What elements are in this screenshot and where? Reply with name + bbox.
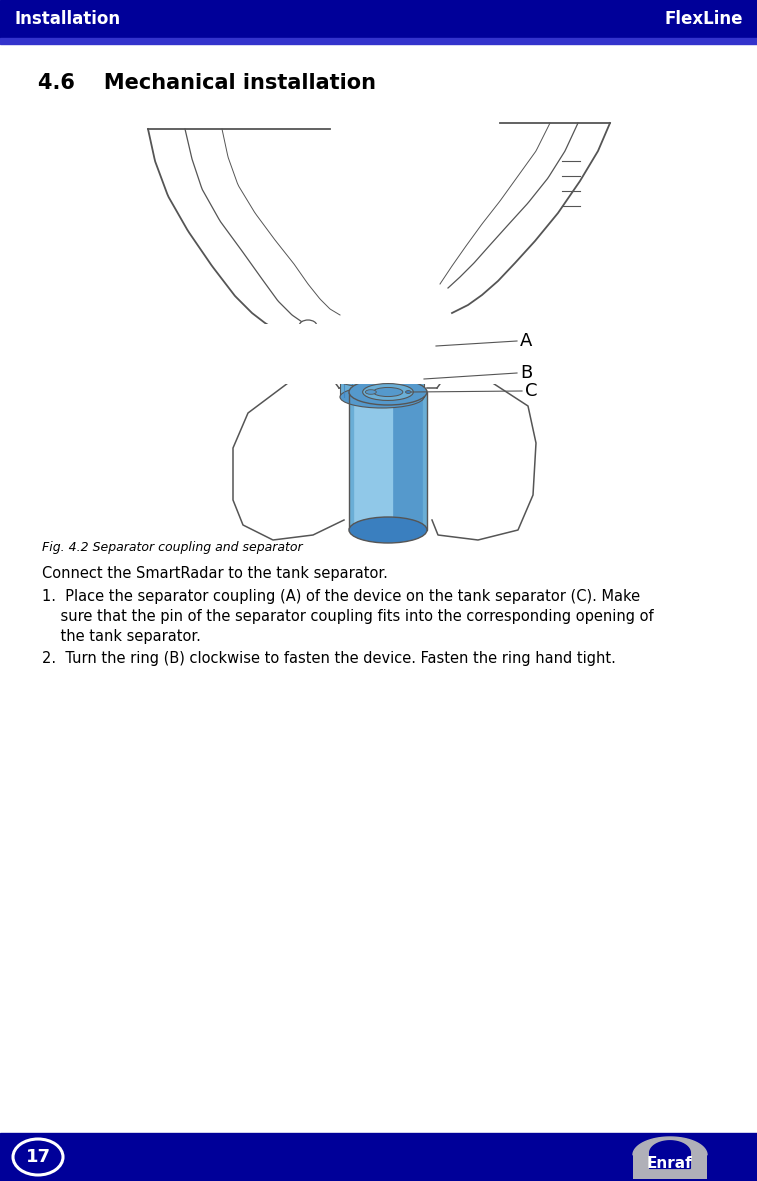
Bar: [349, 392, 427, 530]
Ellipse shape: [363, 384, 413, 400]
Text: 17: 17: [26, 1148, 51, 1166]
Bar: [0, 38, 757, 44]
Text: 1.  Place the separator coupling (A) of the device on the tank separator (C). Ma: 1. Place the separator coupling (A) of t…: [42, 589, 640, 603]
Bar: [130, 324, 502, 384]
Ellipse shape: [299, 320, 317, 332]
Text: Fig. 4.2 Separator coupling and separator: Fig. 4.2 Separator coupling and separato…: [42, 541, 303, 554]
Ellipse shape: [349, 379, 427, 405]
Polygon shape: [633, 1137, 707, 1155]
Bar: [343, 348, 441, 370]
Text: A: A: [520, 332, 532, 350]
Ellipse shape: [366, 390, 376, 394]
Polygon shape: [633, 1155, 707, 1179]
Ellipse shape: [340, 386, 424, 407]
Text: sure that the pin of the separator coupling fits into the corresponding opening : sure that the pin of the separator coupl…: [42, 609, 653, 624]
Ellipse shape: [349, 517, 427, 543]
Text: the tank separator.: the tank separator.: [42, 629, 201, 644]
Bar: [0, 0, 757, 38]
Ellipse shape: [343, 355, 441, 384]
Text: Installation: Installation: [14, 9, 120, 28]
Polygon shape: [650, 1141, 690, 1168]
Bar: [340, 365, 424, 397]
Bar: [349, 392, 427, 530]
Text: Connect the SmartRadar to the tank separator.: Connect the SmartRadar to the tank separ…: [42, 566, 388, 581]
Text: B: B: [520, 364, 532, 381]
Text: C: C: [525, 381, 537, 400]
Ellipse shape: [343, 334, 441, 363]
Bar: [0, 1133, 757, 1181]
Ellipse shape: [340, 354, 424, 376]
Ellipse shape: [406, 391, 411, 393]
Text: FlexLine: FlexLine: [665, 9, 743, 28]
Text: 2.  Turn the ring (B) clockwise to fasten the device. Fasten the ring hand tight: 2. Turn the ring (B) clockwise to fasten…: [42, 651, 616, 666]
Ellipse shape: [373, 387, 403, 397]
Text: 4.6    Mechanical installation: 4.6 Mechanical installation: [38, 73, 376, 93]
Text: Enraf: Enraf: [647, 1156, 693, 1172]
